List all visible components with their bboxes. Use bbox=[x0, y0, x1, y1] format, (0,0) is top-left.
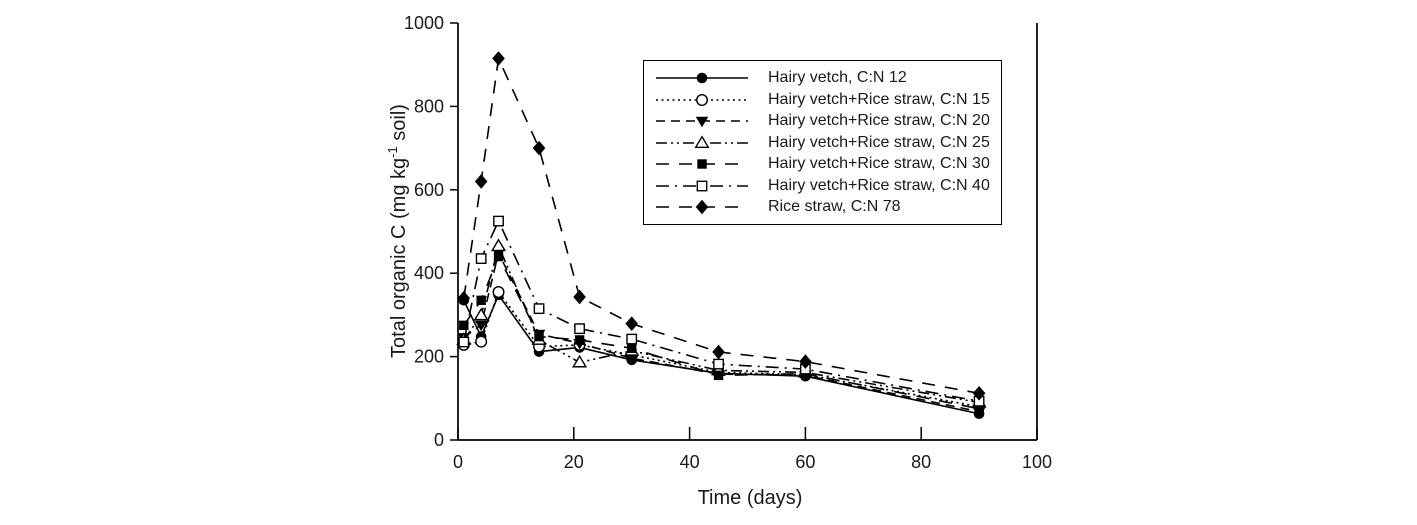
legend-label: Hairy vetch+Rice straw, C:N 30 bbox=[768, 155, 990, 172]
legend-item: Hairy vetch+Rice straw, C:N 15 bbox=[654, 89, 1001, 111]
legend-line-sample bbox=[656, 116, 748, 128]
series-6 bbox=[457, 51, 986, 401]
filled-triangle-down-icon bbox=[474, 320, 488, 332]
series-5 bbox=[458, 215, 985, 407]
series-line-5 bbox=[463, 219, 980, 403]
legend-item: Rice straw, C:N 78 bbox=[654, 196, 1001, 218]
legend-label: Hairy vetch+Rice straw, C:N 25 bbox=[768, 133, 990, 151]
open-triangle-up-icon bbox=[473, 307, 489, 321]
filled-diamond-icon bbox=[695, 199, 709, 215]
filled-square-icon bbox=[713, 370, 724, 381]
legend-label: Hairy vetch+Rice straw, C:N 20 bbox=[768, 112, 990, 129]
x-tick-label: 80 bbox=[911, 452, 931, 472]
filled-diamond-icon bbox=[972, 385, 986, 401]
series-4 bbox=[459, 251, 984, 414]
filled-square-icon bbox=[574, 335, 585, 345]
y-tick-label: 400 bbox=[414, 263, 444, 283]
filled-diamond-icon bbox=[573, 289, 586, 305]
open-square-icon bbox=[574, 323, 585, 335]
open-square-icon bbox=[533, 303, 545, 315]
open-triangle-up-icon bbox=[572, 354, 588, 368]
x-tick-label: 0 bbox=[453, 452, 463, 472]
filled-square-icon bbox=[974, 404, 984, 414]
axes bbox=[457, 23, 1038, 441]
x-tick-label: 20 bbox=[564, 452, 584, 472]
y-axis-label-text: Total organic C (mg kg bbox=[387, 157, 410, 358]
open-circle-icon bbox=[492, 285, 505, 298]
legend: Hairy vetch, C:N 12 Hairy vetch+Rice stra… bbox=[643, 60, 1002, 225]
legend-label: Rice straw, C:N 78 bbox=[768, 198, 901, 215]
series-3 bbox=[456, 238, 987, 408]
filled-diamond-icon bbox=[712, 344, 725, 360]
filled-diamond-icon bbox=[625, 316, 638, 331]
open-square-icon bbox=[458, 336, 470, 348]
legend-label: Hairy vetch+Rice straw, C:N 40 bbox=[768, 176, 990, 194]
legend-line-sample bbox=[656, 159, 748, 169]
y-axis-label: Total organic C (mg kg-1 soil) bbox=[385, 104, 411, 358]
y-axis-label-unit: soil) bbox=[387, 104, 410, 147]
x-tick-label: 40 bbox=[680, 452, 700, 472]
filled-square-icon bbox=[627, 343, 637, 353]
filled-diamond-icon bbox=[474, 174, 488, 189]
legend-line-sample bbox=[656, 180, 748, 191]
x-axis-label: Time (days) bbox=[697, 487, 803, 509]
open-circle-icon bbox=[475, 335, 488, 348]
open-triangle-up-icon bbox=[694, 134, 710, 148]
open-circle-icon bbox=[696, 93, 709, 106]
open-square-icon bbox=[475, 253, 487, 265]
filled-diamond-icon bbox=[457, 290, 471, 306]
x-tick-label: 100 bbox=[1022, 452, 1052, 472]
x-tick-label: 60 bbox=[795, 452, 815, 472]
filled-triangle-down-icon bbox=[625, 353, 638, 365]
open-triangle-up-icon bbox=[490, 238, 507, 252]
y-tick-label: 200 bbox=[414, 347, 444, 367]
y-tick-label: 600 bbox=[414, 180, 444, 200]
legend-line-sample bbox=[656, 72, 748, 84]
filled-square-icon bbox=[697, 159, 707, 169]
filled-diamond-icon bbox=[532, 140, 546, 156]
y-tick-label: 1000 bbox=[404, 13, 444, 33]
legend-line-sample bbox=[656, 93, 748, 106]
legend-item: Hairy vetch+Rice straw, C:N 40 bbox=[654, 175, 1001, 197]
filled-square-icon bbox=[459, 320, 469, 331]
filled-circle-icon bbox=[696, 72, 708, 84]
filled-square-icon bbox=[476, 295, 486, 306]
y-tick-label: 800 bbox=[414, 96, 444, 116]
y-axis-label-superscript: -1 bbox=[385, 146, 401, 158]
open-square-icon bbox=[626, 333, 638, 345]
legend-line-sample bbox=[656, 199, 748, 215]
open-square-icon bbox=[713, 358, 724, 370]
legend-label: Hairy vetch+Rice straw, C:N 15 bbox=[768, 90, 990, 108]
filled-square-icon bbox=[493, 251, 504, 262]
filled-square-icon bbox=[534, 331, 544, 342]
legend-label: Hairy vetch, C:N 12 bbox=[768, 69, 907, 86]
legend-line-sample bbox=[656, 134, 748, 148]
filled-triangle-down-icon bbox=[695, 116, 709, 128]
filled-diamond-icon bbox=[492, 51, 505, 66]
legend-item: Hairy vetch, C:N 12 bbox=[654, 67, 1001, 89]
y-tick-label: 0 bbox=[434, 430, 444, 450]
open-square-icon bbox=[493, 215, 504, 227]
legend-item: Hairy vetch+Rice straw, C:N 30 bbox=[654, 153, 1001, 175]
legend-item: Hairy vetch+Rice straw, C:N 20 bbox=[654, 110, 1001, 132]
open-square-icon bbox=[696, 180, 708, 191]
tick-marks bbox=[450, 22, 1038, 441]
filled-diamond-icon bbox=[799, 354, 812, 369]
legend-item: Hairy vetch+Rice straw, C:N 25 bbox=[654, 132, 1001, 154]
